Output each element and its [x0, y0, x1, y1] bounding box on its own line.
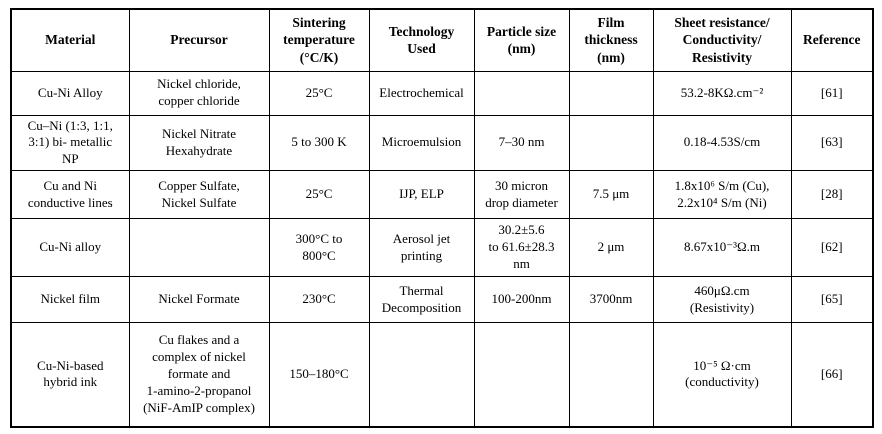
table-cell: Microemulsion — [368, 114, 475, 172]
table-cell — [473, 70, 570, 116]
table-cell: Thermal Decomposition — [368, 276, 475, 324]
table-cell: 0.18-4.53S/cm — [652, 114, 792, 172]
column-header-sheet-resistance: Sheet resistance/ Conductivity/ Resistiv… — [652, 8, 792, 72]
header-row: Material Precursor Sintering temperature… — [10, 8, 874, 72]
table-cell: Electrochemical — [368, 70, 475, 116]
column-header-particle-size: Particle size (nm) — [473, 8, 570, 72]
column-header-technology-used: Technology Used — [368, 8, 475, 72]
table-cell: Nickel Nitrate Hexahydrate — [128, 114, 270, 172]
column-header-film-thickness: Film thickness (nm) — [568, 8, 654, 72]
table-cell: [28] — [790, 170, 874, 220]
table-row: Nickel film Nickel Formate 230°C Thermal… — [10, 276, 874, 324]
table-cell: 7–30 nm — [473, 114, 570, 172]
table-row: Cu-Ni Alloy Nickel chloride, copper chlo… — [10, 70, 874, 116]
table-cell: 5 to 300 K — [268, 114, 370, 172]
table-cell: 7.5 μm — [568, 170, 654, 220]
table-cell — [568, 70, 654, 116]
table-cell: 8.67x10⁻³Ω.m — [652, 218, 792, 278]
table-cell: Nickel chloride, copper chloride — [128, 70, 270, 116]
table-cell: 25°C — [268, 170, 370, 220]
table-cell: [66] — [790, 322, 874, 428]
table-cell: [65] — [790, 276, 874, 324]
table-cell: IJP, ELP — [368, 170, 475, 220]
table-cell: [61] — [790, 70, 874, 116]
table-cell: [62] — [790, 218, 874, 278]
table-cell: 25°C — [268, 70, 370, 116]
table-cell — [473, 322, 570, 428]
table-cell: Aerosol jet printing — [368, 218, 475, 278]
table-cell: 30.2±5.6 to 61.6±28.3 nm — [473, 218, 570, 278]
table-cell: Cu and Ni conductive lines — [10, 170, 130, 220]
table-cell: Cu-Ni alloy — [10, 218, 130, 278]
table-cell: Cu-Ni-based hybrid ink — [10, 322, 130, 428]
table-cell: 53.2-8KΩ.cm⁻² — [652, 70, 792, 116]
materials-comparison-table: Material Precursor Sintering temperature… — [10, 8, 874, 428]
table-cell: 460μΩ.cm (Resistivity) — [652, 276, 792, 324]
table-cell: 1.8x10⁶ S/m (Cu), 2.2x10⁴ S/m (Ni) — [652, 170, 792, 220]
table-cell: Cu-Ni Alloy — [10, 70, 130, 116]
table-cell: 230°C — [268, 276, 370, 324]
table-cell: Nickel Formate — [128, 276, 270, 324]
table-row: Cu–Ni (1:3, 1:1, 3:1) bi- metallic NP Ni… — [10, 114, 874, 172]
table-cell: Cu–Ni (1:3, 1:1, 3:1) bi- metallic NP — [10, 114, 130, 172]
table-cell: 2 μm — [568, 218, 654, 278]
column-header-material: Material — [10, 8, 130, 72]
table-cell — [128, 218, 270, 278]
table-cell: 30 micron drop diameter — [473, 170, 570, 220]
table-cell: 150–180°C — [268, 322, 370, 428]
column-header-precursor: Precursor — [128, 8, 270, 72]
table-cell — [568, 322, 654, 428]
table-row: Cu-Ni alloy 300°C to 800°C Aerosol jet p… — [10, 218, 874, 278]
table-cell: 100-200nm — [473, 276, 570, 324]
table-cell: Copper Sulfate, Nickel Sulfate — [128, 170, 270, 220]
table-row: Cu and Ni conductive lines Copper Sulfat… — [10, 170, 874, 220]
column-header-sintering-temperature: Sintering temperature (°C/K) — [268, 8, 370, 72]
table-cell: 300°C to 800°C — [268, 218, 370, 278]
table-cell — [568, 114, 654, 172]
table-row: Cu-Ni-based hybrid ink Cu flakes and a c… — [10, 322, 874, 428]
table-cell: [63] — [790, 114, 874, 172]
table-cell: Cu flakes and a complex of nickel format… — [128, 322, 270, 428]
table-cell: 3700nm — [568, 276, 654, 324]
table-cell — [368, 322, 475, 428]
table-cell: Nickel film — [10, 276, 130, 324]
table-cell: 10⁻⁵ Ω·cm (conductivity) — [652, 322, 792, 428]
column-header-reference: Reference — [790, 8, 874, 72]
